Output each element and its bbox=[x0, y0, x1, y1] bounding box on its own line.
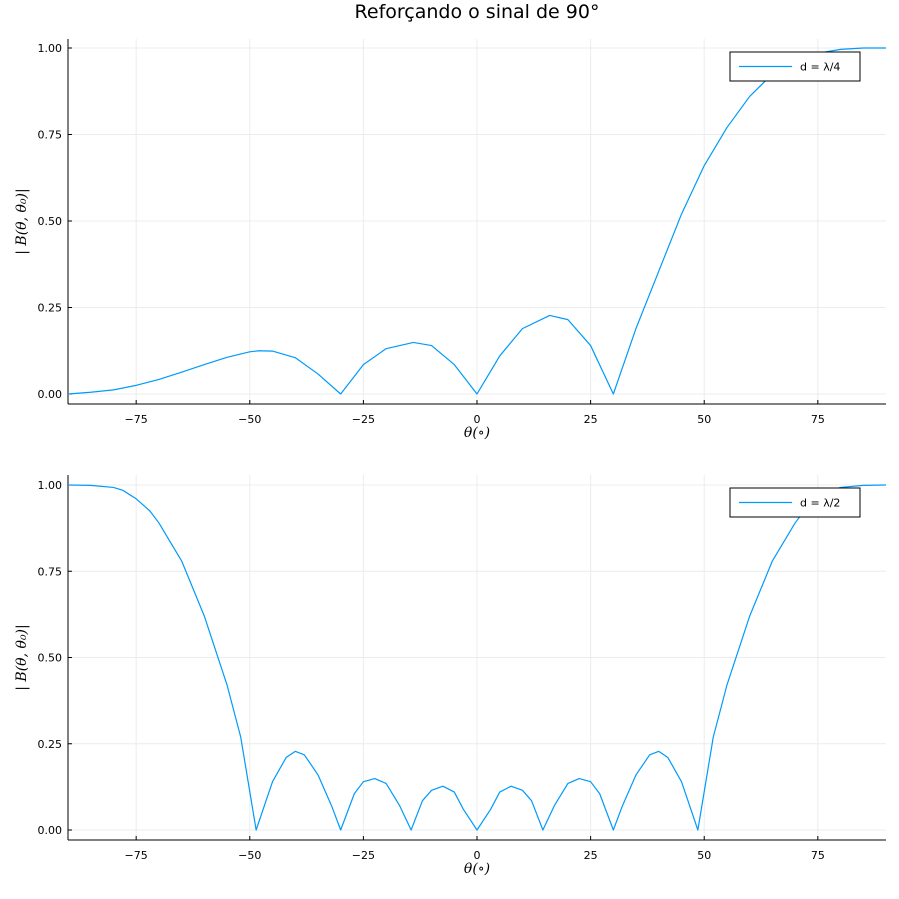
x-tick-label: −50 bbox=[238, 413, 261, 426]
x-tick-label: −50 bbox=[238, 849, 261, 862]
y-tick-label: 1.00 bbox=[38, 479, 63, 492]
x-tick-label: −25 bbox=[352, 849, 375, 862]
y-axis-label: | B(θ, θ₀)| bbox=[14, 624, 30, 690]
x-tick-label: 50 bbox=[697, 849, 711, 862]
legend-label: d = λ/4 bbox=[800, 61, 840, 74]
y-tick-label: 0.25 bbox=[38, 302, 63, 315]
x-tick-label: 75 bbox=[811, 849, 825, 862]
y-tick-label: 0.50 bbox=[38, 652, 63, 665]
y-tick-label: 1.00 bbox=[38, 42, 63, 55]
x-tick-label: 50 bbox=[697, 413, 711, 426]
x-axis-label: θ(∘) bbox=[464, 861, 490, 877]
x-axis-label: θ(∘) bbox=[464, 425, 490, 441]
x-tick-label: 25 bbox=[584, 413, 598, 426]
y-tick-label: 0.75 bbox=[38, 565, 63, 578]
y-tick-label: 0.25 bbox=[38, 738, 63, 751]
y-tick-label: 0.75 bbox=[38, 129, 63, 142]
x-tick-label: −25 bbox=[352, 413, 375, 426]
x-tick-label: 75 bbox=[811, 413, 825, 426]
subplot-top: −75 −50 −25 0 25 50 750.000.250.500.751.00θ(∘)… bbox=[14, 39, 886, 441]
subplot-bottom: −75 −50 −25 0 25 50 750.000.250.500.751.00θ(∘)… bbox=[14, 475, 886, 877]
x-tick-label: −75 bbox=[125, 849, 148, 862]
y-tick-label: 0.00 bbox=[38, 824, 63, 837]
x-tick-label: −75 bbox=[125, 413, 148, 426]
legend-label: d = λ/2 bbox=[800, 497, 840, 510]
x-tick-label: 25 bbox=[584, 849, 598, 862]
y-axis-label: | B(θ, θ₀)| bbox=[14, 188, 30, 254]
y-tick-label: 0.50 bbox=[38, 215, 63, 228]
y-tick-label: 0.00 bbox=[38, 388, 63, 401]
figure-title: Reforçando o sinal de 90° bbox=[355, 1, 600, 23]
